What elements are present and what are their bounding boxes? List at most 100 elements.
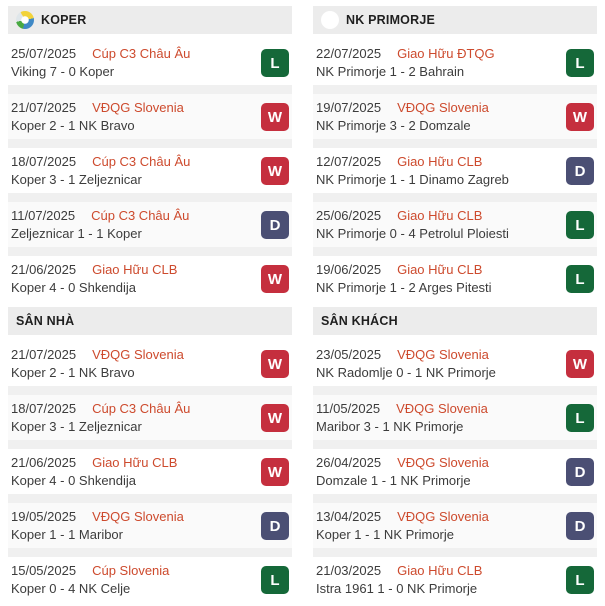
section-sân-nhà: SÂN NHÀ 21/07/2025 VĐQG Slovenia Koper 2… bbox=[8, 307, 292, 602]
match-row[interactable]: 21/07/2025 VĐQG Slovenia Koper 2 - 1 NK … bbox=[8, 341, 292, 395]
result-badge: L bbox=[261, 49, 289, 77]
competition-link[interactable]: VĐQG Slovenia bbox=[397, 455, 489, 470]
match-row[interactable]: 25/06/2025 Giao Hữu CLB NK Primorje 0 - … bbox=[313, 202, 597, 256]
competition-link[interactable]: VĐQG Slovenia bbox=[397, 347, 489, 362]
competition-link[interactable]: Giao Hữu CLB bbox=[92, 455, 178, 470]
match-row[interactable]: 21/06/2025 Giao Hữu CLB Koper 4 - 0 Shke… bbox=[8, 449, 292, 503]
competition-link[interactable]: Giao Hữu CLB bbox=[397, 154, 483, 169]
match-date: 22/07/2025 bbox=[316, 46, 382, 61]
section-title: KOPER bbox=[41, 13, 87, 27]
match-meta: 25/06/2025 Giao Hữu CLB bbox=[316, 208, 509, 224]
right-column: NK PRIMORJE 22/07/2025 Giao Hữu ĐTQG NK … bbox=[313, 6, 597, 602]
competition-link[interactable]: Cúp Slovenia bbox=[92, 563, 170, 578]
result-badge: D bbox=[261, 211, 289, 239]
competition-link[interactable]: Giao Hữu CLB bbox=[92, 262, 178, 277]
match-score: Domzale 1 - 1 NK Primorje bbox=[316, 473, 471, 488]
match-info: 12/07/2025 Giao Hữu CLB NK Primorje 1 - … bbox=[316, 154, 509, 188]
competition-link[interactable]: VĐQG Slovenia bbox=[92, 509, 184, 524]
match-date: 21/07/2025 bbox=[11, 100, 77, 115]
match-date: 11/05/2025 bbox=[316, 401, 381, 416]
competition-link[interactable]: Giao Hữu ĐTQG bbox=[397, 46, 495, 61]
competition-link[interactable]: Giao Hữu CLB bbox=[397, 262, 483, 277]
result-badge: L bbox=[566, 566, 594, 594]
match-meta: 19/06/2025 Giao Hữu CLB bbox=[316, 262, 492, 278]
section-koper: KOPER 25/07/2025 Cúp C3 Châu Âu Viking 7… bbox=[8, 6, 292, 301]
match-info: 21/07/2025 VĐQG Slovenia Koper 2 - 1 NK … bbox=[11, 100, 184, 134]
match-row[interactable]: 26/04/2025 VĐQG Slovenia Domzale 1 - 1 N… bbox=[313, 449, 597, 503]
match-meta: 18/07/2025 Cúp C3 Châu Âu bbox=[11, 154, 190, 170]
match-row[interactable]: 12/07/2025 Giao Hữu CLB NK Primorje 1 - … bbox=[313, 148, 597, 202]
team-logo-icon bbox=[321, 11, 339, 29]
match-score: Koper 3 - 1 Zeljeznicar bbox=[11, 419, 142, 434]
competition-link[interactable]: VĐQG Slovenia bbox=[396, 401, 488, 416]
match-score: NK Primorje 1 - 2 Arges Pitesti bbox=[316, 280, 492, 295]
match-date: 26/04/2025 bbox=[316, 455, 382, 470]
competition-link[interactable]: VĐQG Slovenia bbox=[397, 509, 489, 524]
match-row[interactable]: 15/05/2025 Cúp Slovenia Koper 0 - 4 NK C… bbox=[8, 557, 292, 602]
result-badge: L bbox=[566, 265, 594, 293]
competition-link[interactable]: Cúp C3 Châu Âu bbox=[92, 154, 191, 169]
competition-link[interactable]: Giao Hữu CLB bbox=[397, 208, 483, 223]
match-meta: 11/05/2025 VĐQG Slovenia bbox=[316, 401, 488, 417]
match-info: 21/07/2025 VĐQG Slovenia Koper 2 - 1 NK … bbox=[11, 347, 184, 381]
section-sân-khách: SÂN KHÁCH 23/05/2025 VĐQG Slovenia NK Ra… bbox=[313, 307, 597, 602]
match-meta: 23/05/2025 VĐQG Slovenia bbox=[316, 347, 496, 363]
match-row[interactable]: 18/07/2025 Cúp C3 Châu Âu Koper 3 - 1 Ze… bbox=[8, 148, 292, 202]
left-column: KOPER 25/07/2025 Cúp C3 Châu Âu Viking 7… bbox=[8, 6, 292, 602]
match-info: 25/07/2025 Cúp C3 Châu Âu Viking 7 - 0 K… bbox=[11, 46, 190, 80]
match-row[interactable]: 19/06/2025 Giao Hữu CLB NK Primorje 1 - … bbox=[313, 256, 597, 301]
match-row[interactable]: 11/07/2025 Cúp C3 Châu Âu Zeljeznicar 1 … bbox=[8, 202, 292, 256]
match-score: NK Primorje 0 - 4 Petrolul Ploiesti bbox=[316, 226, 509, 241]
result-badge: W bbox=[566, 103, 594, 131]
match-row[interactable]: 22/07/2025 Giao Hữu ĐTQG NK Primorje 1 -… bbox=[313, 40, 597, 94]
match-meta: 19/05/2025 VĐQG Slovenia bbox=[11, 509, 184, 525]
match-score: Koper 4 - 0 Shkendija bbox=[11, 473, 137, 488]
competition-link[interactable]: Cúp C3 Châu Âu bbox=[92, 401, 191, 416]
match-list: 22/07/2025 Giao Hữu ĐTQG NK Primorje 1 -… bbox=[313, 40, 597, 301]
match-row[interactable]: 21/03/2025 Giao Hữu CLB Istra 1961 1 - 0… bbox=[313, 557, 597, 602]
match-info: 18/07/2025 Cúp C3 Châu Âu Koper 3 - 1 Ze… bbox=[11, 154, 190, 188]
competition-link[interactable]: Giao Hữu CLB bbox=[397, 563, 483, 578]
match-row[interactable]: 21/07/2025 VĐQG Slovenia Koper 2 - 1 NK … bbox=[8, 94, 292, 148]
match-row[interactable]: 18/07/2025 Cúp C3 Châu Âu Koper 3 - 1 Ze… bbox=[8, 395, 292, 449]
result-badge: L bbox=[261, 566, 289, 594]
competition-link[interactable]: VĐQG Slovenia bbox=[397, 100, 489, 115]
match-row[interactable]: 19/05/2025 VĐQG Slovenia Koper 1 - 1 Mar… bbox=[8, 503, 292, 557]
match-meta: 21/07/2025 VĐQG Slovenia bbox=[11, 100, 184, 116]
match-row[interactable]: 11/05/2025 VĐQG Slovenia Maribor 3 - 1 N… bbox=[313, 395, 597, 449]
competition-link[interactable]: VĐQG Slovenia bbox=[92, 347, 184, 362]
match-row[interactable]: 21/06/2025 Giao Hữu CLB Koper 4 - 0 Shke… bbox=[8, 256, 292, 301]
match-date: 25/06/2025 bbox=[316, 208, 382, 223]
match-info: 26/04/2025 VĐQG Slovenia Domzale 1 - 1 N… bbox=[316, 455, 489, 489]
match-row[interactable]: 13/04/2025 VĐQG Slovenia Koper 1 - 1 NK … bbox=[313, 503, 597, 557]
section-title: NK PRIMORJE bbox=[346, 13, 436, 27]
match-date: 11/07/2025 bbox=[11, 208, 76, 223]
team-logo-icon bbox=[16, 11, 34, 29]
competition-link[interactable]: Cúp C3 Châu Âu bbox=[92, 46, 191, 61]
result-badge: L bbox=[566, 49, 594, 77]
match-list: 23/05/2025 VĐQG Slovenia NK Radomlje 0 -… bbox=[313, 341, 597, 602]
match-row[interactable]: 23/05/2025 VĐQG Slovenia NK Radomlje 0 -… bbox=[313, 341, 597, 395]
result-badge: D bbox=[566, 512, 594, 540]
section-header: SÂN NHÀ bbox=[8, 307, 292, 335]
match-date: 21/06/2025 bbox=[11, 455, 77, 470]
match-row[interactable]: 19/07/2025 VĐQG Slovenia NK Primorje 3 -… bbox=[313, 94, 597, 148]
result-badge: W bbox=[261, 350, 289, 378]
match-date: 19/05/2025 bbox=[11, 509, 77, 524]
competition-link[interactable]: VĐQG Slovenia bbox=[92, 100, 184, 115]
section-title: SÂN NHÀ bbox=[16, 314, 75, 328]
match-meta: 13/04/2025 VĐQG Slovenia bbox=[316, 509, 489, 525]
result-badge: L bbox=[566, 404, 594, 432]
match-date: 21/07/2025 bbox=[11, 347, 77, 362]
competition-link[interactable]: Cúp C3 Châu Âu bbox=[91, 208, 190, 223]
match-meta: 22/07/2025 Giao Hữu ĐTQG bbox=[316, 46, 495, 62]
match-info: 21/06/2025 Giao Hữu CLB Koper 4 - 0 Shke… bbox=[11, 455, 177, 489]
match-date: 12/07/2025 bbox=[316, 154, 382, 169]
match-score: NK Primorje 1 - 1 Dinamo Zagreb bbox=[316, 172, 509, 187]
match-date: 19/07/2025 bbox=[316, 100, 382, 115]
match-date: 23/05/2025 bbox=[316, 347, 382, 362]
match-info: 13/04/2025 VĐQG Slovenia Koper 1 - 1 NK … bbox=[316, 509, 489, 543]
match-row[interactable]: 25/07/2025 Cúp C3 Châu Âu Viking 7 - 0 K… bbox=[8, 40, 292, 94]
match-score: Koper 2 - 1 NK Bravo bbox=[11, 365, 135, 380]
match-score: Koper 4 - 0 Shkendija bbox=[11, 280, 137, 295]
